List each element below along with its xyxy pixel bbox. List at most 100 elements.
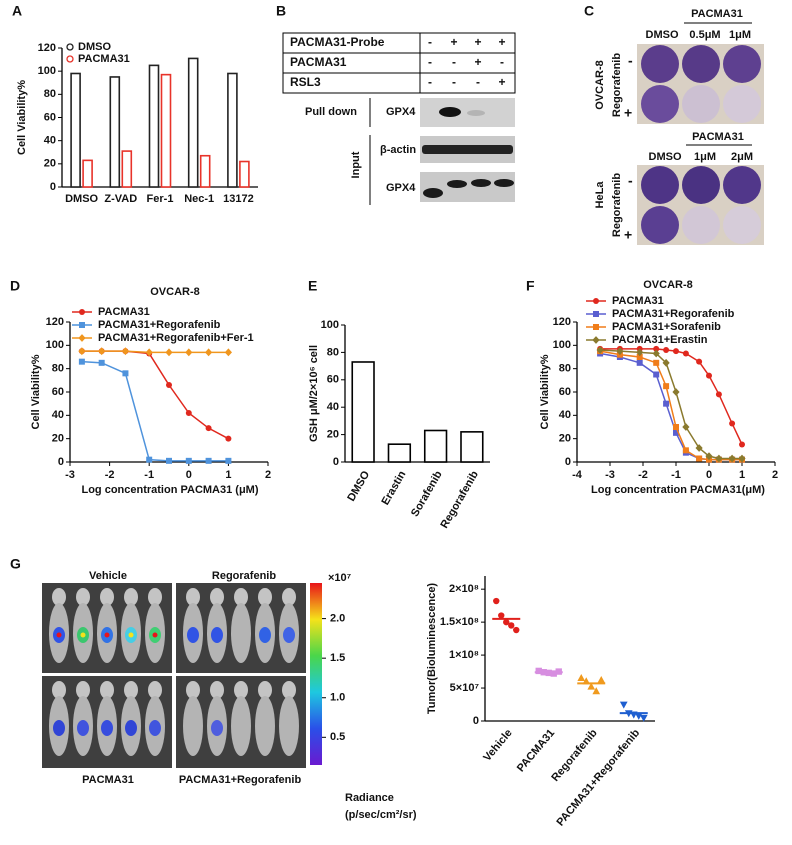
marker xyxy=(673,429,679,436)
marker xyxy=(513,626,520,634)
series-line xyxy=(599,350,742,461)
panel-label: G xyxy=(10,556,21,572)
marker xyxy=(98,347,106,356)
signal xyxy=(187,627,199,643)
legend-marker xyxy=(593,298,599,304)
band-label: GPX4 xyxy=(386,182,416,194)
well xyxy=(682,206,720,244)
x-tick-label: -4 xyxy=(572,469,583,481)
signal xyxy=(149,720,161,736)
legend-label: PACMA31 xyxy=(98,306,150,318)
marker xyxy=(98,359,105,366)
treatment-mark: + xyxy=(450,35,457,49)
signal xyxy=(77,720,89,736)
chart-title: OVCAR-8 xyxy=(643,279,693,291)
y-axis-label: Cell Viability% xyxy=(30,354,42,429)
panel-label: F xyxy=(526,278,535,294)
well xyxy=(641,85,679,123)
mouse-head xyxy=(76,681,90,699)
marker xyxy=(145,348,153,357)
mouse-body xyxy=(231,696,251,756)
signal xyxy=(125,720,137,736)
mouse-head xyxy=(258,681,272,699)
row-label: PACMA31 xyxy=(290,55,347,69)
marker xyxy=(728,454,736,463)
marker xyxy=(729,420,736,427)
y-tick-label: 100 xyxy=(321,319,339,331)
x-tick-label: Sorafenib xyxy=(409,469,445,519)
marker xyxy=(508,622,515,629)
y-tick-label: 40 xyxy=(44,135,56,147)
treatment-mark: - xyxy=(428,75,432,89)
dose-label: 1μM xyxy=(729,29,751,41)
treatment-mark: - xyxy=(476,75,480,89)
band xyxy=(494,179,514,187)
marker xyxy=(673,424,679,430)
marker xyxy=(503,618,510,626)
legend-label: PACMA31+Regorafenib xyxy=(98,319,221,331)
y-tick-label: 20 xyxy=(327,429,339,441)
bar xyxy=(70,72,81,188)
treatment-mark: + xyxy=(474,35,481,49)
row-factor: Regorafenib xyxy=(611,53,623,117)
marker xyxy=(493,597,500,605)
y-tick-label: 40 xyxy=(327,401,339,413)
well xyxy=(723,166,761,204)
band-label: GPX4 xyxy=(386,106,416,118)
crystal-violet-panel: PACMA31 DMSO 0.5μM 1μM OVCAR-8 Regorafen… xyxy=(594,8,764,245)
signal xyxy=(101,720,113,736)
mouse-head xyxy=(282,588,296,606)
y-tick-label: 100 xyxy=(46,339,64,351)
marker xyxy=(663,400,670,407)
mouse-head xyxy=(124,588,138,606)
marker xyxy=(225,435,232,442)
marker xyxy=(653,345,660,352)
marker xyxy=(498,612,505,619)
x-tick-label: 0 xyxy=(186,469,192,481)
legend-label: PACMA31 xyxy=(612,295,664,307)
y-tick-label: 0 xyxy=(58,456,64,468)
mouse-head xyxy=(100,588,114,606)
signal-core xyxy=(104,632,110,638)
legend-marker xyxy=(593,311,599,317)
mouse-head xyxy=(234,588,248,606)
treatment-mark: + xyxy=(474,55,481,69)
row-label: RSL3 xyxy=(290,75,321,89)
y-axis-label: Cell Viability% xyxy=(16,80,28,155)
x-tick-label: 1 xyxy=(739,469,745,481)
dose-label: DMSO xyxy=(649,151,682,163)
y-tick-label: 100 xyxy=(38,65,56,77)
y-tick-label: 60 xyxy=(327,374,339,386)
row-mark: + xyxy=(624,105,632,121)
well xyxy=(641,45,679,83)
colorbar-tick-label: 1.0 xyxy=(330,692,345,704)
band xyxy=(439,107,461,117)
bar xyxy=(351,361,375,463)
bar xyxy=(460,431,484,463)
signal xyxy=(211,627,223,643)
marker xyxy=(185,410,192,416)
legend-label: PACMA31+Regorafenib+Fer-1 xyxy=(98,332,254,344)
mouse-head xyxy=(76,588,90,606)
y-tick-label: 40 xyxy=(559,409,571,421)
mouse-head xyxy=(52,588,66,606)
marker xyxy=(706,372,712,379)
legend-label: PACMA31 xyxy=(78,53,130,65)
panel-label: D xyxy=(10,278,20,294)
mouse-head xyxy=(52,681,66,699)
x-tick-label: Nec-1 xyxy=(184,193,214,205)
marker xyxy=(205,348,213,357)
mouse-head xyxy=(124,681,138,699)
well xyxy=(682,166,720,204)
x-tick-label: 1 xyxy=(225,469,231,481)
marker xyxy=(165,348,173,357)
x-tick-label: 0 xyxy=(706,469,712,481)
y-tick-label: 0 xyxy=(473,715,479,727)
well xyxy=(723,85,761,123)
marker xyxy=(597,675,606,684)
band xyxy=(467,110,485,116)
legend-marker xyxy=(79,322,85,328)
y-tick-label: 0 xyxy=(50,181,56,193)
x-axis-label: Log concentration PACMA31 (μM) xyxy=(81,484,258,496)
